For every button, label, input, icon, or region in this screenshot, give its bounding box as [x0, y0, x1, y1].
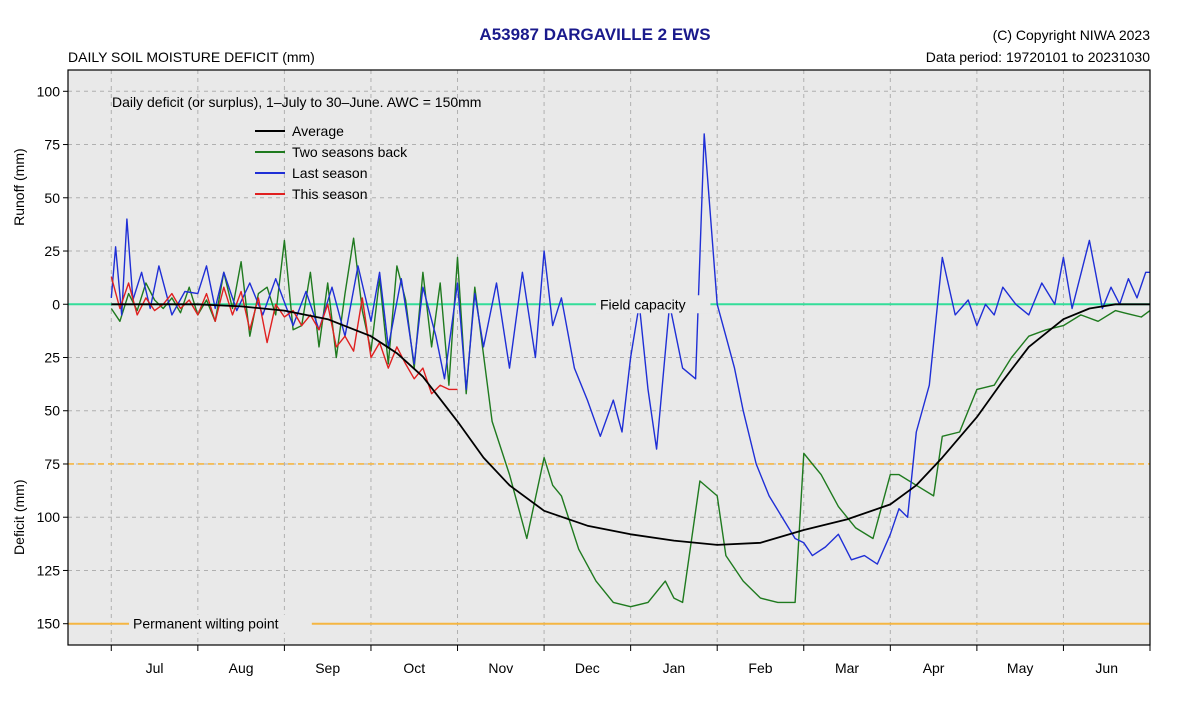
y-tick-label: 0: [52, 296, 60, 312]
x-tick-label: Dec: [575, 660, 600, 676]
y-tick-label: 125: [37, 562, 61, 578]
series-line-this-season: [110, 276, 458, 395]
series-line-two-seasons-back: [110, 237, 1151, 608]
y-tick-label: 50: [44, 403, 60, 419]
x-tick-label: Nov: [488, 660, 513, 676]
x-tick-label: May: [1007, 660, 1033, 676]
y-tick-label: 25: [44, 350, 60, 366]
y-tick-label: 100: [37, 83, 61, 99]
x-tick-label: Mar: [835, 660, 859, 676]
x-tick-label: Jul: [146, 660, 164, 676]
reference-label: Field capacity: [600, 296, 686, 312]
y-tick-label: 100: [37, 509, 61, 525]
x-tick-label: Jan: [663, 660, 686, 676]
reference-label-bg: [596, 295, 711, 314]
x-tick-label: Aug: [229, 660, 254, 676]
reference-label: Permanent wilting point: [133, 616, 279, 632]
data-period-text: Data period: 19720101 to 20231030: [926, 49, 1150, 65]
x-tick-label: Feb: [748, 660, 772, 676]
x-tick-label: Oct: [403, 660, 425, 676]
y-axis-label-runoff: Runoff (mm): [11, 148, 27, 226]
plot-background: [68, 70, 1150, 645]
y-tick-label: 150: [37, 616, 61, 632]
chart-annotation: Daily deficit (or surplus), 1–July to 30…: [112, 94, 481, 110]
legend-label: Last season: [292, 165, 368, 181]
plot-area: Field capacity Permanent wilting point 100…: [11, 69, 1151, 676]
chart-subtitle: DAILY SOIL MOISTURE DEFICIT (mm): [68, 49, 315, 65]
y-tick-label: 50: [44, 190, 60, 206]
y-tick-label: 25: [44, 243, 60, 259]
legend-label: Average: [292, 123, 344, 139]
x-tick-label: Sep: [315, 660, 340, 676]
x-tick-label: Jun: [1095, 660, 1118, 676]
y-tick-label: 75: [44, 137, 60, 153]
copyright-text: (C) Copyright NIWA 2023: [993, 27, 1151, 43]
y-axis-label-deficit: Deficit (mm): [11, 480, 27, 555]
series-line-last-season: [110, 133, 1150, 565]
legend-label: Two seasons back: [292, 144, 408, 160]
chart-title: A53987 DARGAVILLE 2 EWS: [479, 25, 710, 44]
x-tick-label: Apr: [923, 660, 945, 676]
reference-label-bg: [129, 614, 312, 633]
legend-label: This season: [292, 186, 367, 202]
series-line-average: [111, 303, 1150, 546]
y-tick-label: 75: [44, 456, 60, 472]
